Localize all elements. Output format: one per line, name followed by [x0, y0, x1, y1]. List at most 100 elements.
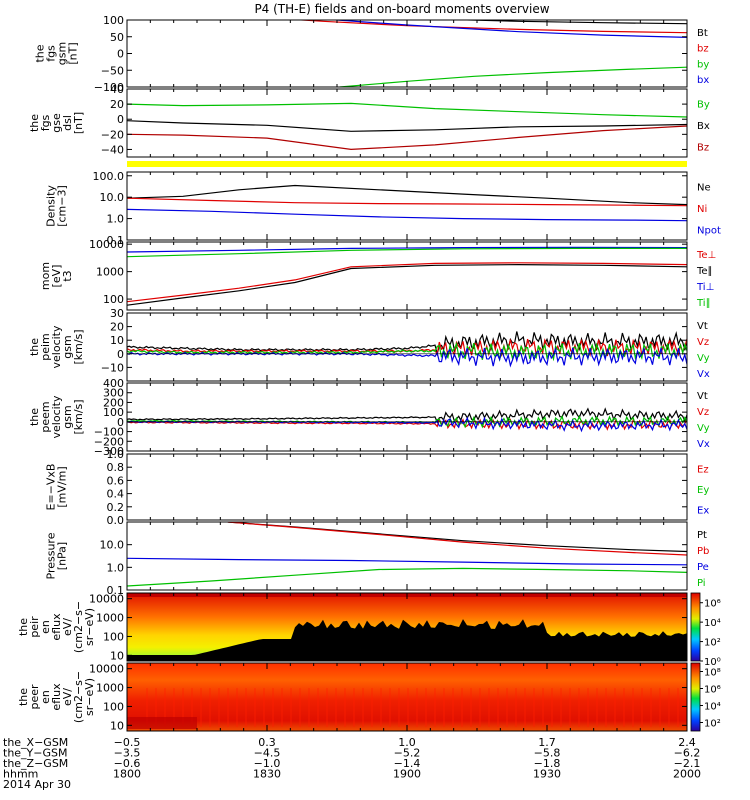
y-tick-label: 10.0 — [100, 191, 125, 204]
footer-value: 2.4 — [678, 736, 696, 749]
legend-pressure-0: Pt — [697, 530, 707, 541]
footer-value: 1800 — [113, 768, 141, 781]
legend-fgs_gse-1: Bx — [697, 121, 710, 132]
colorbar-tick-label: 10⁴ — [704, 618, 721, 629]
footer-value: −5.8 — [534, 747, 561, 760]
footer-value: −6.2 — [674, 747, 701, 760]
y-axis-label-line: eV/ — [61, 688, 74, 706]
legend-pressure-1: Pb — [697, 546, 709, 557]
y-tick-label: 10 — [110, 334, 124, 347]
colorbar-tick-label: 10⁸ — [704, 668, 721, 679]
y-tick-label: 10.0 — [100, 539, 125, 552]
footer-value: −1.8 — [534, 757, 561, 770]
colorbar-tick-label: 10⁴ — [704, 702, 721, 713]
y-tick-label: 0 — [117, 348, 124, 361]
colorbar-tick-label: 10⁶ — [704, 685, 721, 696]
series-group-pressure — [127, 522, 687, 587]
y-tick-label: −300 — [94, 445, 124, 458]
panel-frame — [126, 312, 688, 382]
series-line-peem_velocity-1 — [127, 417, 687, 431]
series-line-peem_velocity-3 — [127, 416, 687, 433]
legend-temperature-3: Ti∥ — [696, 298, 711, 309]
y-tick-label: 10000 — [89, 663, 124, 676]
legend-fgs_gsm-2: by — [697, 59, 709, 70]
legend-density-0: Ne — [697, 183, 711, 194]
y-tick-label: 0.0 — [107, 514, 125, 527]
y-tick-label: 0 — [117, 416, 124, 429]
panel-density: Ne Ni Npot 100.0 10.0 1.0 0.1 Density[cm−3] — [45, 170, 721, 247]
panels-group: Btbzbybx100500−50−100thefgsgsm[nT]ByBxBz… — [17, 14, 721, 732]
y-tick-label: 100.0 — [93, 170, 125, 183]
y-axis-label-line: [nT] — [67, 42, 80, 64]
panel-frame — [126, 521, 688, 591]
legend-peim_velocity-1: Vz — [697, 337, 709, 348]
y-axis-label-line: the — [17, 688, 30, 706]
spectrogram-peer_spectrogram — [127, 663, 687, 731]
legend-efield-0: Ez — [697, 464, 709, 475]
legend-pressure-3: Pi — [697, 578, 706, 589]
y-axis-label-line: dsl — [61, 115, 74, 131]
colorbar-tick-label: 10² — [704, 638, 721, 649]
legend-density-2: Npot — [697, 225, 721, 236]
legend-fgs_gse-2: Bz — [697, 142, 709, 153]
footer-value: 1.7 — [538, 736, 556, 749]
y-tick-label: 10000 — [89, 238, 124, 251]
colorbar-tick-label: 10⁶ — [704, 599, 721, 610]
y-tick-label: 10 — [110, 719, 124, 732]
y-axis-label-line: eV/ — [61, 618, 74, 636]
footer-value: −2.1 — [674, 757, 701, 770]
y-axis-label-line: gsm — [61, 405, 74, 428]
y-axis-label-density: Density[cm−3] — [45, 185, 69, 227]
low-energy-patch — [127, 717, 197, 729]
series-group-temperature — [127, 246, 687, 306]
y-axis-label-temperature: mom[eV]t3 — [39, 262, 74, 290]
y-tick-label: 100 — [103, 293, 124, 306]
y-tick-label: 30 — [110, 307, 124, 320]
footer-value: −3.5 — [114, 747, 141, 760]
footer-value: −0.5 — [114, 736, 141, 749]
panel-frame — [126, 19, 688, 88]
series-line-density-1 — [127, 197, 687, 207]
footer-value: 1830 — [253, 768, 281, 781]
footer-value: −1.4 — [394, 757, 421, 770]
y-tick-label: 0 — [117, 48, 124, 61]
y-axis-label-line: peer — [28, 684, 41, 710]
y-tick-label: 0.1 — [107, 234, 125, 247]
y-axis-label-line: velocity — [50, 395, 63, 438]
footer-value: 1930 — [533, 768, 561, 781]
y-axis-label-efield: E=−VxB[mV/m] — [45, 464, 69, 511]
y-tick-label: 0.2 — [107, 501, 125, 514]
y-tick-label: 1.0 — [107, 448, 125, 461]
series-line-fgs_gse-0 — [127, 102, 687, 118]
series-line-temperature-0 — [127, 262, 687, 303]
legend-efield-2: Ex — [697, 506, 709, 517]
legend-temperature-2: Ti⊥ — [696, 282, 714, 293]
series-line-peim_velocity-0 — [127, 330, 687, 357]
y-tick-label: −20 — [101, 128, 124, 141]
y-tick-label: 20 — [110, 321, 124, 334]
y-axis-label-line: peim — [39, 333, 52, 361]
y-tick-label: −100 — [94, 426, 124, 439]
y-tick-label: 300 — [103, 387, 124, 400]
panel-frame — [126, 171, 688, 241]
y-axis-label-line: [nPa] — [56, 542, 69, 570]
panel-frame — [126, 382, 688, 452]
y-tick-label: 1000 — [96, 266, 124, 279]
y-tick-label: 1.0 — [107, 561, 125, 574]
series-line-fgs_gsm-2 — [339, 66, 687, 87]
series-line-peem_velocity-0 — [127, 407, 687, 424]
series-line-temperature-3 — [127, 247, 687, 258]
footer-row-label: the_X−GSM — [3, 736, 68, 749]
footer-value: −5.2 — [394, 747, 421, 760]
y-axis-label-line: velocity — [50, 325, 63, 368]
y-axis-label-line: [mV/m] — [56, 466, 69, 507]
legend-fgs_gsm-0: Bt — [697, 28, 708, 39]
legend-peim_velocity-2: Vy — [697, 353, 710, 364]
y-axis-label-line: the — [28, 408, 41, 426]
